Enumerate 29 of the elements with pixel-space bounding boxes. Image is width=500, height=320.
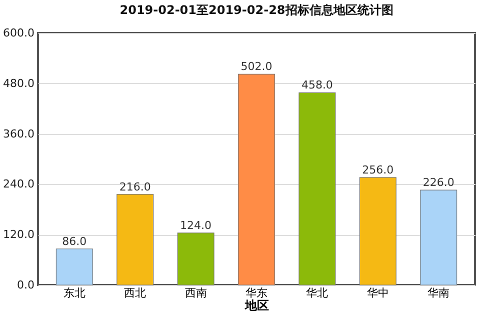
- data-label: 256.0: [362, 163, 394, 176]
- y-tick-label: 480.0: [3, 76, 34, 90]
- bar: [298, 92, 336, 286]
- y-tick-label: 240.0: [3, 178, 34, 191]
- x-tick-label: 华东: [246, 286, 268, 300]
- bar: [177, 232, 214, 286]
- y-tick-label: 120.0: [3, 228, 34, 242]
- x-tick-label: 华中: [366, 286, 389, 300]
- y-tick-label: 600.0: [3, 26, 34, 40]
- x-tick-label: 华北: [306, 286, 328, 300]
- bar: [238, 74, 276, 286]
- x-tick-label: 东北: [63, 286, 86, 300]
- bar: [359, 177, 396, 286]
- chart-title: 2019-02-01至2019-02-28招标信息地区统计图: [120, 3, 394, 17]
- x-tick-label: 华南: [428, 286, 450, 300]
- bar: [420, 190, 458, 286]
- x-axis-title: 地区: [244, 298, 269, 312]
- data-label: 124.0: [180, 218, 212, 232]
- x-tick-label: 西北: [124, 286, 146, 300]
- x-tick-label: 西南: [184, 286, 207, 300]
- bar: [56, 248, 93, 286]
- bar: [116, 194, 154, 286]
- data-label: 226.0: [422, 176, 454, 190]
- data-label: 216.0: [119, 180, 151, 194]
- data-label: 86.0: [62, 234, 87, 248]
- y-tick-label: 360.0: [3, 127, 34, 140]
- y-tick-label: 0.0: [17, 278, 34, 292]
- data-label: 458.0: [301, 78, 333, 92]
- data-label: 502.0: [240, 60, 272, 74]
